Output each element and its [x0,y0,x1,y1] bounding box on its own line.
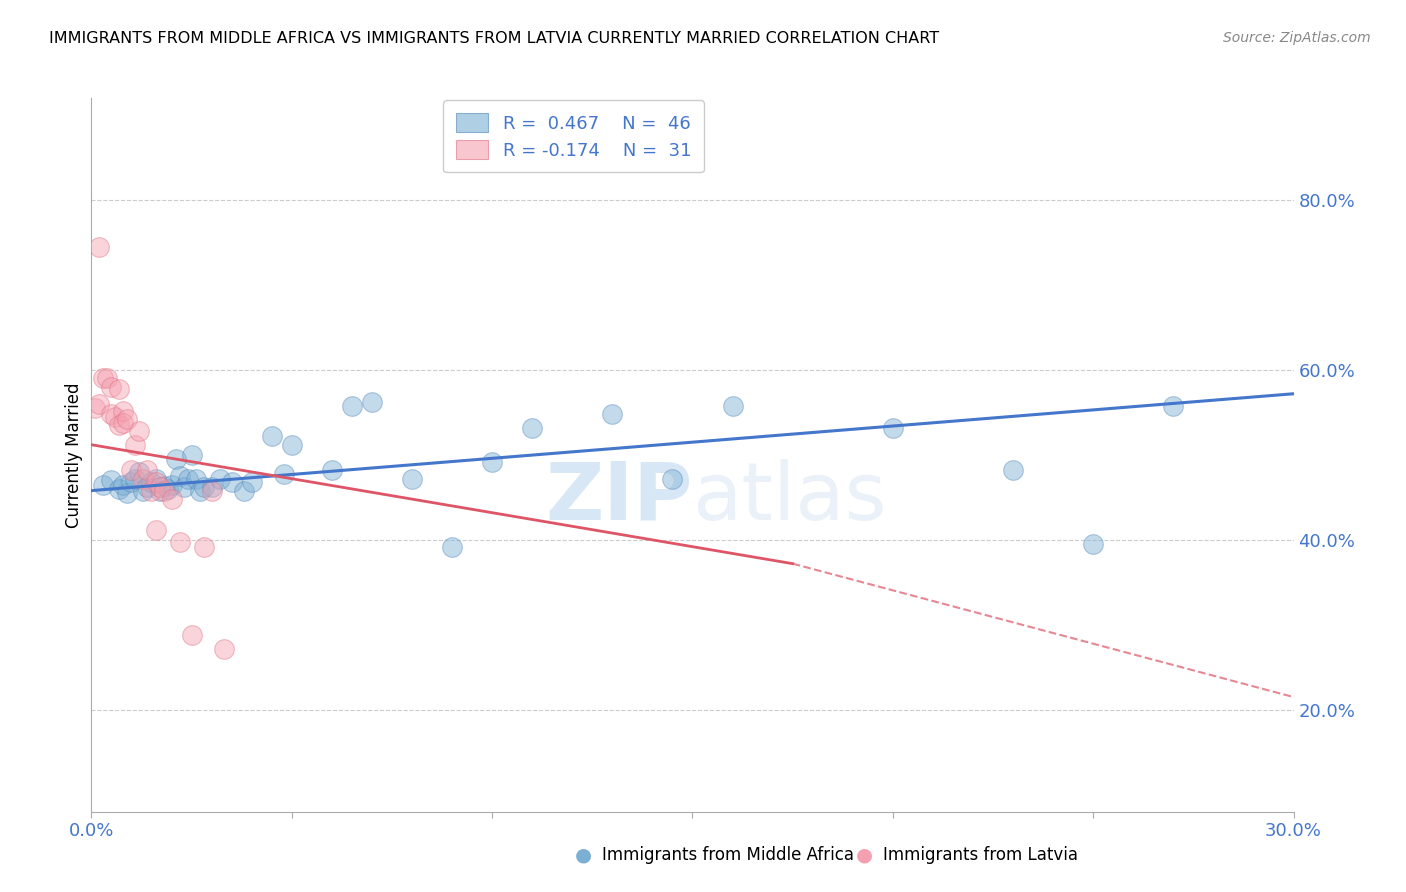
Point [117,412,139,426]
Point [128,465,150,479]
Point [128,424,150,438]
Point [121,475,143,489]
Point [1001,463,1024,477]
Point [124,438,146,452]
Point [152,483,174,498]
Point [176,472,198,486]
Point [188,483,211,498]
Text: Source: ZipAtlas.com: Source: ZipAtlas.com [1223,31,1371,45]
Point [184,472,207,486]
Point [180,628,202,642]
Point [93,371,115,385]
Point [132,483,155,498]
Point [340,399,363,413]
Point [141,483,163,498]
Point [100,407,122,421]
Point [165,452,187,467]
Point [108,418,131,433]
Point [169,534,191,549]
Point [121,463,143,477]
Point [89,240,111,254]
Point [112,403,135,417]
Point [193,480,215,494]
Point [108,382,131,396]
Point [1163,399,1185,413]
Point [156,482,179,496]
Point [193,540,215,554]
Point [273,467,295,481]
Text: ●: ● [575,845,592,864]
Point [117,486,139,500]
Point [132,472,155,486]
Point [145,475,167,489]
Text: ●: ● [856,845,873,864]
Point [360,395,382,409]
Point [721,399,744,413]
Point [173,480,195,494]
Point [201,480,224,494]
Point [321,823,343,838]
Point [661,472,683,486]
Point [281,438,304,452]
Point [321,463,343,477]
Point [112,477,135,491]
Point [100,474,122,488]
Point [136,480,159,494]
Point [212,641,235,656]
Point [882,421,904,435]
Point [440,540,463,554]
Text: atlas: atlas [692,458,887,537]
Point [100,380,122,394]
Point [141,475,163,489]
Point [145,472,167,486]
Point [360,823,382,838]
Point [96,371,118,385]
Legend: R =  0.467    N =  46, R = -0.174    N =  31: R = 0.467 N = 46, R = -0.174 N = 31 [443,100,704,172]
Point [401,472,423,486]
Point [136,463,159,477]
Point [240,475,263,489]
Point [89,397,111,411]
Point [148,483,170,498]
Point [201,483,224,498]
Point [481,455,503,469]
Point [208,472,231,486]
Point [104,409,127,424]
Text: Immigrants from Latvia: Immigrants from Latvia [883,846,1078,863]
Point [112,416,135,430]
Point [160,492,183,507]
Point [180,448,202,462]
Point [260,429,283,443]
Text: Immigrants from Middle Africa: Immigrants from Middle Africa [602,846,853,863]
Text: ZIP: ZIP [546,458,692,537]
Point [232,483,254,498]
Point [1083,537,1105,551]
Point [602,407,624,421]
Point [152,478,174,492]
Point [522,421,544,435]
Point [169,469,191,483]
Point [84,401,107,416]
Point [108,482,131,496]
Point [160,477,183,491]
Y-axis label: Currently Married: Currently Married [65,382,83,528]
Point [221,475,243,489]
Point [93,477,115,491]
Text: IMMIGRANTS FROM MIDDLE AFRICA VS IMMIGRANTS FROM LATVIA CURRENTLY MARRIED CORREL: IMMIGRANTS FROM MIDDLE AFRICA VS IMMIGRA… [49,31,939,46]
Point [240,823,263,838]
Point [145,523,167,537]
Point [148,480,170,494]
Point [124,472,146,486]
